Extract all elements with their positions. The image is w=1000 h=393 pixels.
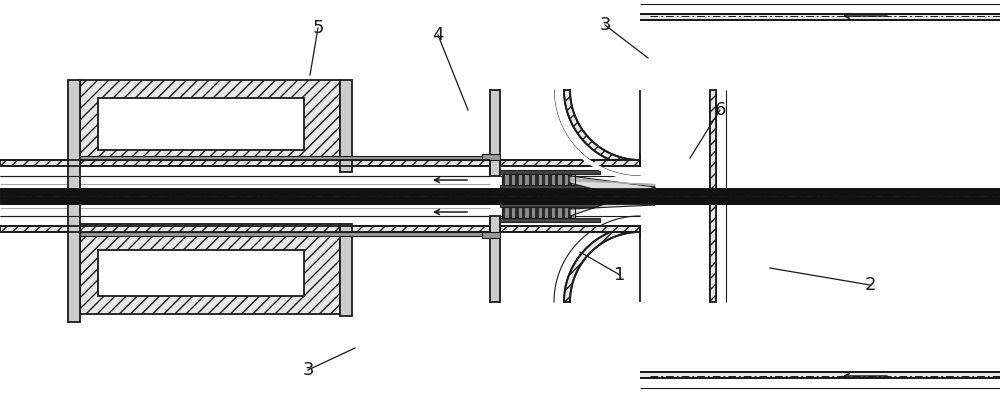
Bar xyxy=(562,207,565,218)
Bar xyxy=(542,207,545,218)
Bar xyxy=(572,174,575,185)
Bar xyxy=(509,174,512,185)
Text: 2: 2 xyxy=(864,276,876,294)
Bar xyxy=(558,174,562,185)
Bar xyxy=(529,207,532,218)
Bar xyxy=(340,224,352,316)
Bar xyxy=(565,207,568,218)
Bar xyxy=(80,224,340,314)
Bar xyxy=(572,207,575,218)
Bar xyxy=(98,250,304,296)
Bar xyxy=(500,185,600,189)
Polygon shape xyxy=(564,90,640,166)
Bar xyxy=(548,174,552,185)
Bar xyxy=(505,174,509,185)
Bar xyxy=(555,174,558,185)
Bar xyxy=(525,207,529,218)
Bar xyxy=(568,174,572,185)
Bar xyxy=(500,160,640,166)
Bar xyxy=(552,174,555,185)
Bar xyxy=(522,207,525,218)
Bar xyxy=(0,188,1000,204)
Bar xyxy=(500,203,600,207)
Bar xyxy=(490,90,500,176)
Bar xyxy=(515,174,519,185)
Bar xyxy=(0,188,1000,204)
Bar xyxy=(500,226,640,232)
Bar xyxy=(710,90,716,302)
Polygon shape xyxy=(570,176,655,205)
Polygon shape xyxy=(564,226,640,302)
Bar xyxy=(640,14,1000,20)
Bar xyxy=(80,80,340,166)
Bar xyxy=(80,232,490,236)
Bar xyxy=(538,207,542,218)
Bar xyxy=(522,174,525,185)
Text: 4: 4 xyxy=(432,26,444,44)
Bar xyxy=(519,207,522,218)
Bar xyxy=(512,174,515,185)
Bar xyxy=(0,160,490,166)
Bar xyxy=(502,174,575,185)
Text: 3: 3 xyxy=(599,16,611,34)
Bar xyxy=(505,207,509,218)
Bar xyxy=(500,218,600,222)
Bar xyxy=(80,156,490,160)
Bar xyxy=(340,80,352,172)
Bar xyxy=(509,207,512,218)
Bar xyxy=(0,226,490,232)
Text: 1: 1 xyxy=(614,266,626,284)
Bar xyxy=(545,207,548,218)
Bar xyxy=(552,207,555,218)
Bar xyxy=(515,207,519,218)
Bar xyxy=(565,174,568,185)
Bar xyxy=(545,174,548,185)
Bar xyxy=(525,174,529,185)
Bar xyxy=(68,80,80,322)
Bar xyxy=(529,174,532,185)
Bar xyxy=(519,174,522,185)
Bar xyxy=(542,174,545,185)
Bar xyxy=(532,207,535,218)
Bar xyxy=(535,207,539,218)
Text: 5: 5 xyxy=(312,19,324,37)
Bar xyxy=(502,174,505,185)
Bar xyxy=(535,174,539,185)
Bar xyxy=(490,216,500,302)
Bar xyxy=(568,207,572,218)
Bar xyxy=(532,174,535,185)
Bar xyxy=(502,207,505,218)
Bar xyxy=(558,207,562,218)
Bar xyxy=(555,207,558,218)
Bar xyxy=(562,174,565,185)
Bar xyxy=(98,98,304,150)
Bar xyxy=(548,207,552,218)
Bar xyxy=(512,207,515,218)
Polygon shape xyxy=(570,187,655,216)
Bar xyxy=(482,232,500,238)
Bar xyxy=(502,207,575,218)
Text: 6: 6 xyxy=(714,101,726,119)
Text: 3: 3 xyxy=(302,361,314,379)
Bar xyxy=(538,174,542,185)
Bar xyxy=(500,170,600,174)
Bar xyxy=(482,154,500,160)
Bar xyxy=(640,372,1000,378)
